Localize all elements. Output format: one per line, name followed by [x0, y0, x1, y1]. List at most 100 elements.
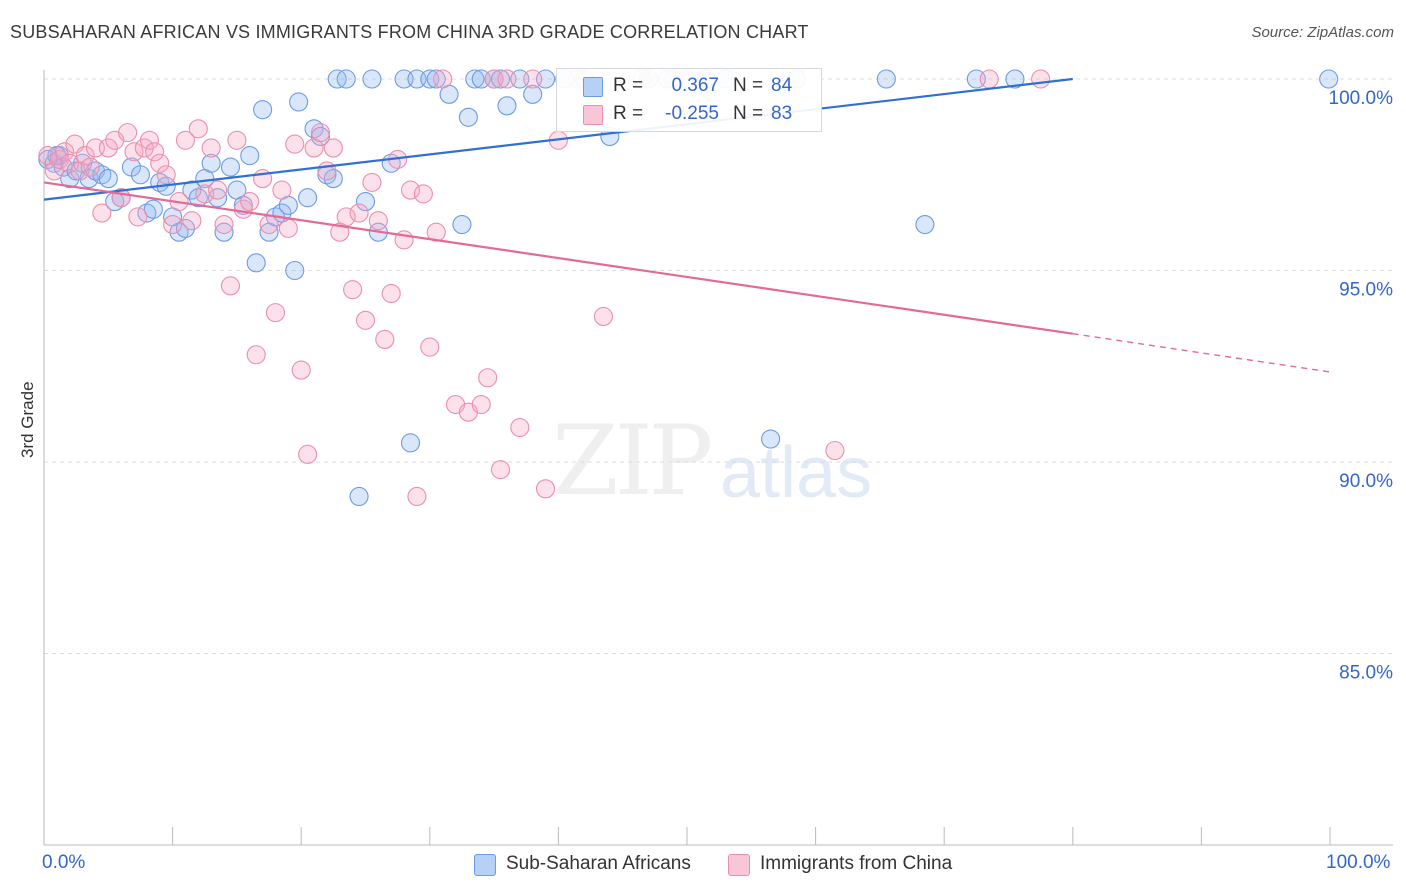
china-point [182, 211, 202, 231]
y-tick-label: 95.0% [1339, 280, 1393, 301]
china-point [272, 180, 292, 200]
subsaharan-point [362, 69, 382, 89]
china-point [208, 180, 228, 200]
china-point [291, 360, 311, 380]
n-label: N = [733, 75, 764, 96]
china-point [979, 69, 999, 89]
n-label: N = [733, 103, 764, 124]
subsaharan-point [1319, 69, 1339, 89]
china-point [124, 142, 144, 162]
subsaharan-point [289, 92, 309, 112]
china-point [381, 283, 401, 304]
subsaharan-point [490, 69, 511, 89]
subsaharan-point [214, 222, 234, 242]
legend-label-china: Immigrants from China [760, 853, 953, 874]
r-label: R = [613, 103, 644, 124]
china-point [118, 123, 138, 143]
subsaharan-point [452, 214, 472, 235]
china-point [593, 306, 613, 327]
china-point [80, 157, 100, 177]
source-label: Source: ZipAtlas.com [1251, 24, 1394, 41]
china-point [478, 368, 498, 388]
r-value: -0.255 [665, 103, 719, 124]
china-trend-line [43, 181, 1073, 335]
china-point [233, 199, 253, 219]
china-point [259, 214, 279, 235]
subsaharan-point [355, 192, 376, 212]
china-point [523, 69, 543, 89]
china-point [145, 142, 165, 162]
china-point [265, 303, 286, 323]
watermark-zip: ZIP [552, 405, 713, 517]
y-tick-label: 90.0% [1339, 471, 1393, 492]
china-point [510, 417, 530, 438]
china-point [343, 280, 363, 300]
china-point [240, 192, 260, 212]
china-point [246, 345, 266, 365]
subsaharan-point [175, 218, 196, 238]
subsaharan-point [349, 486, 369, 507]
china-point [128, 207, 148, 227]
china-point [362, 172, 382, 192]
subsaharan-point [426, 69, 446, 89]
china-point [278, 218, 298, 238]
china-point [201, 138, 221, 158]
subsaharan-point [497, 96, 517, 116]
subsaharan-point [465, 69, 485, 89]
china-point [150, 153, 170, 173]
china-point [323, 138, 343, 158]
china-point [188, 119, 208, 139]
china-point [139, 130, 160, 150]
subsaharan-point [182, 180, 202, 200]
china-point [825, 440, 845, 461]
stats-legend: R = 0.367 N = 84 R = -0.255 N = 83 [556, 68, 822, 132]
y-tick-label: 100.0% [1329, 88, 1394, 109]
china-point [317, 161, 337, 181]
china-point [98, 138, 118, 158]
china-point [298, 444, 318, 464]
subsaharan-point [400, 433, 421, 453]
china-point [355, 310, 376, 330]
subsaharan-point [761, 429, 781, 449]
n-value: 84 [771, 75, 793, 96]
china-point [407, 486, 427, 507]
r-label: R = [613, 75, 644, 96]
y-tick-label: 85.0% [1339, 663, 1393, 684]
subsaharan-point [130, 165, 150, 185]
subsaharan-point [240, 146, 260, 166]
subsaharan-point [458, 107, 478, 127]
subsaharan-point [523, 84, 543, 104]
china-point [400, 180, 421, 200]
china-point [426, 222, 446, 242]
china-point [156, 165, 176, 185]
subsaharan-point [323, 169, 343, 189]
subsaharan-point [336, 69, 356, 89]
china-point [44, 161, 64, 181]
china-point [55, 142, 75, 162]
subsaharan-point [220, 157, 241, 177]
china-point [433, 69, 453, 89]
subsaharan-point [246, 253, 266, 273]
subsaharan-point [98, 169, 118, 189]
subsaharan-point [876, 69, 896, 89]
china-point [490, 460, 511, 480]
watermark-atlas: atlas [720, 433, 873, 513]
legend-label-subsaharan: Sub-Saharan Africans [506, 853, 691, 874]
china-point [214, 214, 234, 235]
subsaharan-point [201, 153, 221, 173]
subsaharan-point [60, 169, 80, 189]
china-point [413, 184, 433, 204]
china-point [175, 130, 196, 150]
subsaharan-point [915, 214, 935, 235]
china-point [163, 214, 183, 235]
china-point [60, 153, 80, 173]
r-value: 0.367 [671, 75, 719, 96]
china-point [285, 134, 305, 154]
china-point [497, 69, 517, 89]
china-trend-extension [1072, 333, 1331, 373]
china-point [471, 394, 491, 415]
china-point [349, 203, 369, 223]
n-value: 83 [771, 103, 793, 124]
china-point [1031, 69, 1051, 89]
